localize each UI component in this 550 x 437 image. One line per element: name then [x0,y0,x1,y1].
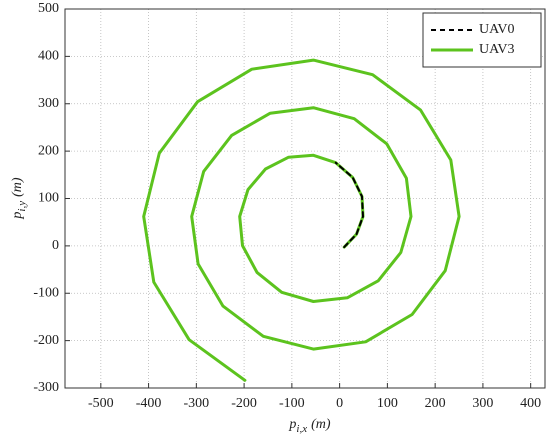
y-label-sub: i,y [16,201,28,212]
x-label-unit: (m) [311,417,331,432]
x-tick-label: -200 [231,396,257,411]
legend-label: UAV3 [479,42,515,57]
x-tick-label: 0 [336,396,343,411]
y-axis-label: pi,y (m) [10,177,27,219]
y-tick-label: -200 [33,333,59,348]
x-axis-label: pi,x (m) [288,417,330,434]
x-tick-label: -300 [184,396,210,411]
y-label-base: p [10,212,25,220]
x-tick-label: 200 [425,396,446,411]
legend-label: UAV0 [479,22,515,37]
y-tick-label: 100 [38,191,59,206]
x-tick-label: -100 [279,396,305,411]
x-tick-label: -400 [136,396,162,411]
x-tick-label: 100 [377,396,398,411]
series-line [334,161,364,249]
y-tick-label: 400 [38,49,59,64]
legend: UAV0 UAV3 [422,12,542,68]
y-tick-label: -300 [33,380,59,395]
y-tick-label: -100 [33,285,59,300]
lines [142,58,461,382]
x-tick-label: 400 [520,396,541,411]
y-tick-label: 0 [52,238,59,253]
x-tick-label: -500 [88,396,114,411]
y-label-unit: (m) [10,177,25,197]
series-line [142,58,461,382]
y-tick-label: 500 [38,1,59,16]
x-tick-label: 300 [472,396,493,411]
y-tick-label: 200 [38,143,59,158]
legend-box [422,12,542,68]
y-tick-label: 300 [38,96,59,111]
x-label-sub: i,x [296,423,307,435]
x-label-base: p [288,417,296,432]
